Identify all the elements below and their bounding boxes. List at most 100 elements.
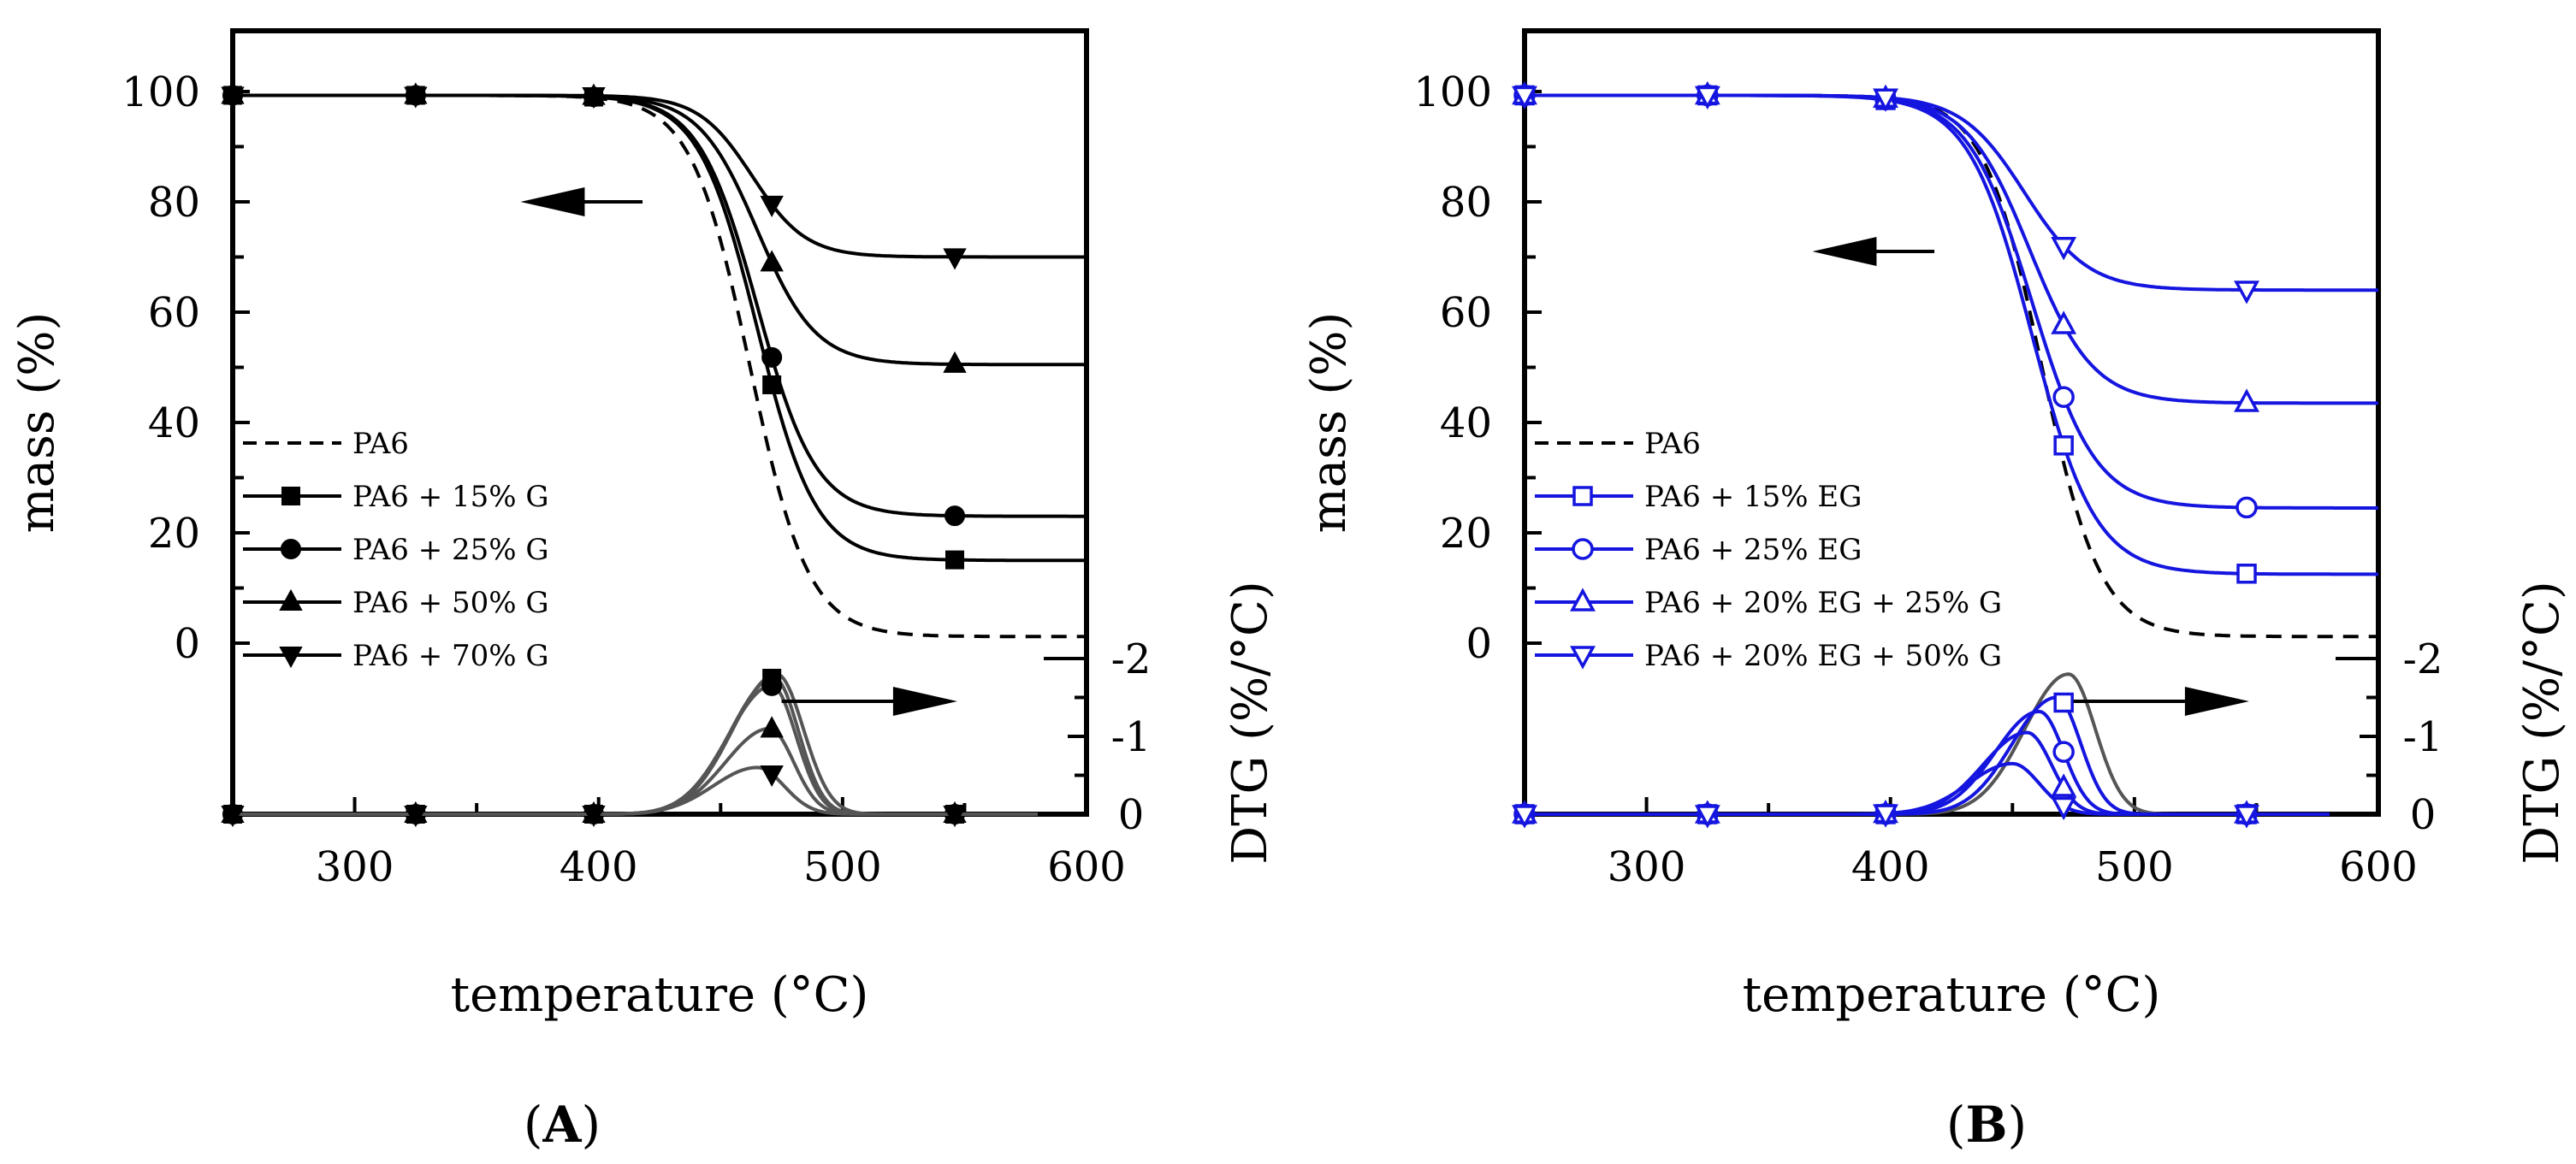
x-tick-label: 300 (1608, 843, 1686, 891)
series-4 (221, 86, 1087, 828)
arrow-right (2073, 687, 2249, 717)
legend: PA6 PA6 + 15% EG PA6 + 25% EG PA6 + 20% EG … (1535, 427, 2002, 673)
x-tick-label: 500 (2095, 843, 2174, 891)
data-point (281, 539, 301, 559)
data-point (943, 248, 967, 270)
data-point (2052, 741, 2075, 763)
y-tick-label: 80 (148, 179, 200, 227)
legend-label: PA6 + 25% EG (1644, 533, 1862, 567)
data-point (279, 588, 303, 611)
data-point (2235, 496, 2258, 519)
data-point (1873, 88, 1898, 112)
data-point (2236, 564, 2257, 584)
x-axis-title: temperature (°C) (1743, 967, 2161, 1023)
legend-item: PA6 + 70% G (243, 639, 549, 673)
x-tick-label: 400 (1851, 843, 1930, 891)
y-tick-label: 100 (121, 68, 200, 116)
arrow-right (781, 687, 957, 717)
data-point (1570, 588, 1596, 612)
y-tick-label: 20 (1440, 510, 1492, 558)
arrow-left (520, 186, 643, 216)
y2-axis-title: DTG (%/°C) (1223, 581, 1278, 864)
panel-label: (B) (1946, 1096, 2027, 1154)
y-tick-label: 20 (148, 510, 200, 558)
data-point (404, 86, 428, 109)
data-point (945, 505, 966, 527)
legend-item: PA6 + 20% EG + 50% G (1535, 639, 2002, 673)
data-point (1512, 86, 1537, 110)
arrow-head (2184, 687, 2249, 717)
data-point (945, 550, 965, 570)
data-point (2051, 236, 2077, 261)
data-point (760, 716, 784, 738)
data-point (760, 195, 784, 217)
legend-label: PA6 + 20% EG + 25% G (1644, 586, 2002, 620)
y-axis-title: mass (%) (9, 312, 65, 534)
legend-item: PA6 + 15% G (243, 480, 549, 514)
plot-frame (230, 28, 1089, 817)
panel-letter: A (542, 1096, 582, 1154)
plot-frame (1522, 28, 2381, 817)
data-point (761, 346, 783, 368)
arrow-head (520, 186, 585, 216)
data-point (2052, 386, 2075, 408)
data-point (943, 351, 967, 373)
legend-item: PA6 + 25% G (243, 533, 549, 567)
y-tick-label: 0 (174, 620, 200, 668)
data-point (2051, 310, 2077, 334)
x-tick-label: 500 (803, 843, 882, 891)
legend-label: PA6 + 20% EG + 50% G (1644, 639, 2002, 673)
y-tick-label: 40 (148, 399, 200, 447)
data-point (760, 765, 784, 788)
data-point (2234, 805, 2259, 829)
data-point (582, 805, 606, 828)
legend-item: PA6 + 15% EG (1535, 480, 1862, 514)
y-tick-label: 100 (1413, 68, 1492, 116)
legend: PA6 PA6 + 15% G PA6 + 25% G PA6 + 50% G PA6 … (243, 427, 549, 673)
panel-label: (A) (524, 1096, 601, 1154)
data-point (221, 806, 245, 828)
data-point (281, 487, 300, 505)
arrow-head (892, 687, 957, 717)
legend-item: PA6 + 25% EG (1535, 533, 1862, 567)
y2-tick-label: -1 (1111, 713, 1152, 761)
x-tick-label: 600 (1047, 843, 1126, 891)
data-point (1570, 646, 1596, 670)
data-point (760, 250, 784, 272)
legend-label: PA6 (1644, 427, 1701, 461)
dtg-curve (1525, 695, 2330, 816)
y-tick-label: 60 (148, 289, 200, 337)
mass-curve (1525, 93, 2378, 292)
y2-tick-label: -1 (2403, 713, 2443, 761)
data-point (1873, 804, 1898, 828)
data-point (221, 86, 245, 109)
data-point (2051, 796, 2077, 821)
x-tick-label: 300 (316, 843, 394, 891)
y2-tick-label: 0 (2410, 791, 2437, 839)
x-tick-label: 600 (2339, 843, 2418, 891)
data-point (2053, 692, 2074, 713)
data-point (1694, 86, 1720, 110)
panel-letter: B (1965, 1096, 2007, 1154)
data-point (404, 806, 428, 828)
data-point (1572, 486, 1593, 506)
data-point (1694, 805, 1720, 829)
data-point (761, 675, 783, 696)
data-point (279, 647, 303, 669)
data-point (582, 86, 606, 109)
data-point (1512, 805, 1537, 829)
legend-item: PA6 (243, 427, 409, 461)
y2-tick-label: -2 (1111, 635, 1152, 683)
legend-label: PA6 + 50% G (352, 586, 549, 620)
data-point (2234, 281, 2259, 304)
legend-label: PA6 (352, 427, 409, 461)
y-tick-label: 40 (1440, 399, 1492, 447)
y-tick-label: 0 (1466, 620, 1492, 668)
legend-item: PA6 + 50% G (243, 586, 549, 620)
data-point (943, 806, 967, 828)
legend-label: PA6 + 70% G (352, 639, 549, 673)
